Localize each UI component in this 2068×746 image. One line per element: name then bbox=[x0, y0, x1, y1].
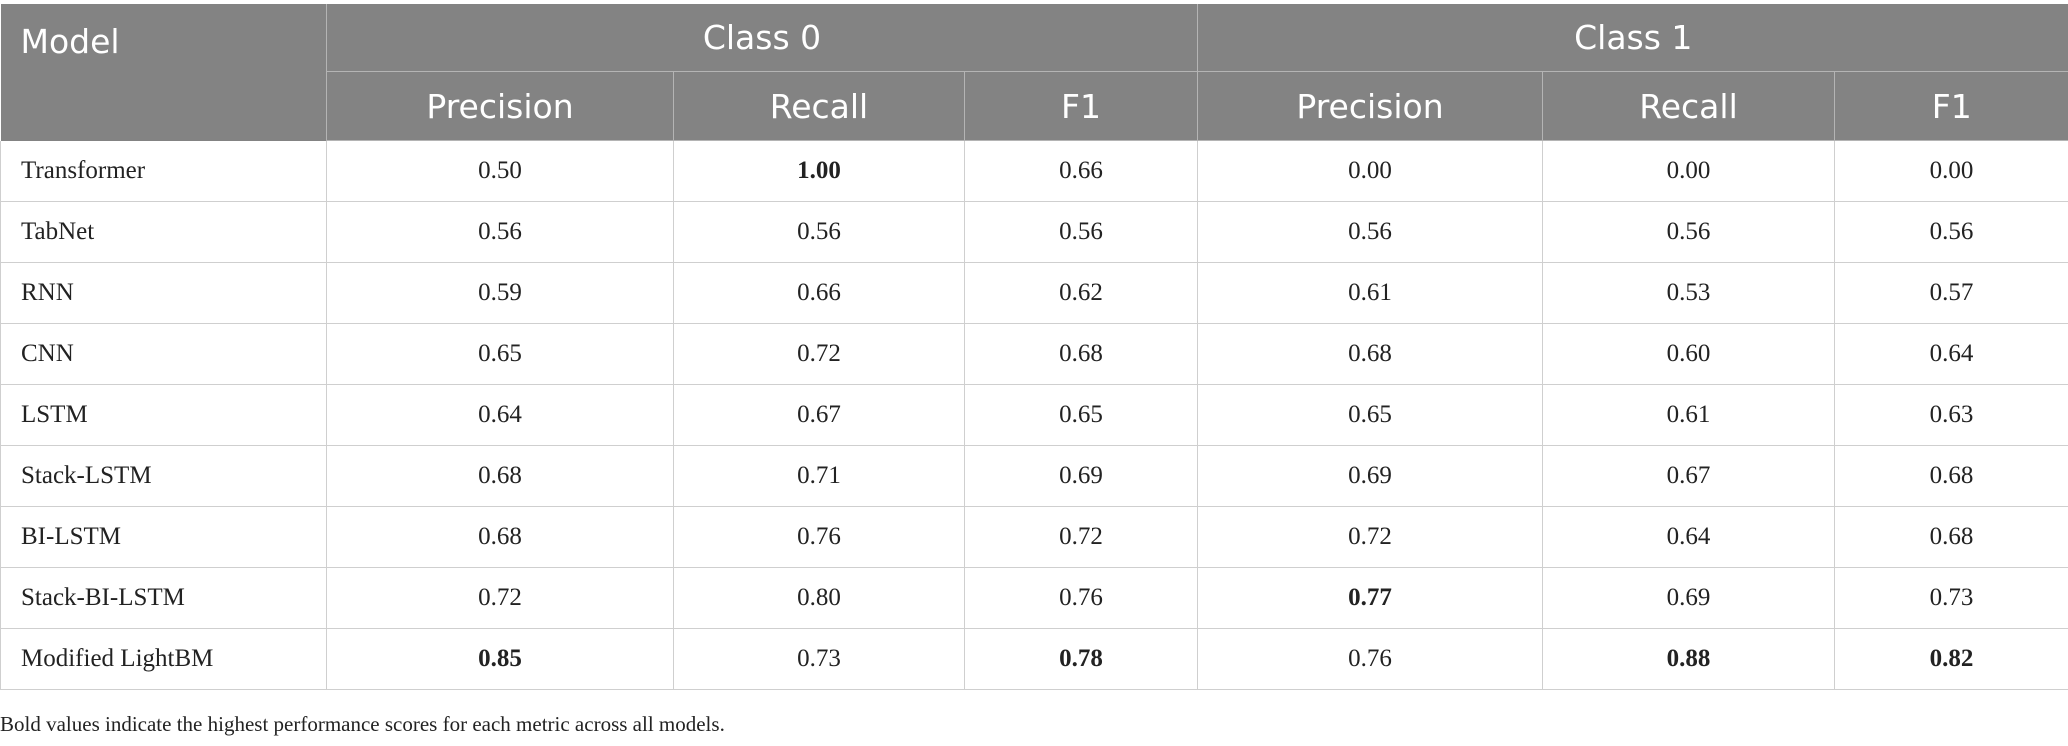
class-1-f1-cell: 0.63 bbox=[1834, 384, 2068, 446]
class-0-precision-cell: 0.68 bbox=[326, 506, 674, 568]
class-0-f1-cell: 0.62 bbox=[964, 262, 1199, 324]
class-0-recall-cell: 0.71 bbox=[673, 445, 965, 507]
class-1-f1-cell: 0.57 bbox=[1834, 262, 2068, 324]
table-row: CNN 0.65 0.72 0.68 0.68 0.60 0.64 bbox=[0, 323, 2068, 385]
class-1-f1-cell: 0.68 bbox=[1834, 445, 2068, 507]
class-0-precision-header: Precision bbox=[326, 71, 674, 141]
class-0-precision-cell: 0.56 bbox=[326, 201, 674, 263]
class-1-precision-cell: 0.72 bbox=[1197, 506, 1544, 568]
model-name-cell: TabNet bbox=[0, 201, 327, 263]
class-0-precision-cell: 0.72 bbox=[326, 567, 674, 629]
class-1-recall-cell: 0.56 bbox=[1542, 201, 1836, 263]
class-0-recall-cell: 0.73 bbox=[673, 628, 965, 690]
model-name-cell: Modified LightBM bbox=[0, 628, 327, 690]
class-0-recall-cell: 0.56 bbox=[673, 201, 965, 263]
model-name-cell: LSTM bbox=[0, 384, 327, 446]
class-0-f1-cell: 0.56 bbox=[964, 201, 1199, 263]
table-row: LSTM 0.64 0.67 0.65 0.65 0.61 0.63 bbox=[0, 384, 2068, 446]
class-0-precision-cell: 0.59 bbox=[326, 262, 674, 324]
class-0-recall-cell: 0.66 bbox=[673, 262, 965, 324]
class-1-precision-cell: 0.68 bbox=[1197, 323, 1544, 385]
class-0-f1-cell: 0.76 bbox=[964, 567, 1199, 629]
class-0-recall-cell: 0.67 bbox=[673, 384, 965, 446]
class-1-precision-cell: 0.76 bbox=[1197, 628, 1544, 690]
class-1-recall-cell: 0.67 bbox=[1542, 445, 1836, 507]
class-1-recall-cell: 0.61 bbox=[1542, 384, 1836, 446]
class-1-f1-cell: 0.64 bbox=[1834, 323, 2068, 385]
class-0-f1-cell: 0.68 bbox=[964, 323, 1199, 385]
table-row: Stack-BI-LSTM 0.72 0.80 0.76 0.77 0.69 0.73 bbox=[0, 567, 2068, 629]
class-0-recall-cell: 0.76 bbox=[673, 506, 965, 568]
class-0-precision-cell: 0.64 bbox=[326, 384, 674, 446]
class-0-f1-cell: 0.78 bbox=[964, 628, 1199, 690]
table-row: Modified LightBM 0.85 0.73 0.78 0.76 0.88 0.82 bbox=[0, 628, 2068, 690]
class-1-precision-cell: 0.69 bbox=[1197, 445, 1544, 507]
model-column-header: Model bbox=[0, 4, 327, 141]
class-1-f1-cell: 0.00 bbox=[1834, 140, 2068, 202]
model-name-cell: CNN bbox=[0, 323, 327, 385]
class-1-precision-cell: 0.56 bbox=[1197, 201, 1544, 263]
model-name-cell: Stack-BI-LSTM bbox=[0, 567, 327, 629]
class-0-precision-cell: 0.65 bbox=[326, 323, 674, 385]
class-1-recall-cell: 0.60 bbox=[1542, 323, 1836, 385]
class-0-precision-cell: 0.68 bbox=[326, 445, 674, 507]
table-footnote: Bold values indicate the highest perform… bbox=[0, 712, 725, 736]
table-row: BI-LSTM 0.68 0.76 0.72 0.72 0.64 0.68 bbox=[0, 506, 2068, 568]
table-header: Model Class 0 Class 1 Precision Recall F… bbox=[0, 4, 2068, 141]
class-1-recall-cell: 0.88 bbox=[1542, 628, 1836, 690]
class-1-recall-cell: 0.64 bbox=[1542, 506, 1836, 568]
model-name-cell: BI-LSTM bbox=[0, 506, 327, 568]
table-row: TabNet 0.56 0.56 0.56 0.56 0.56 0.56 bbox=[0, 201, 2068, 263]
class-0-recall-cell: 0.72 bbox=[673, 323, 965, 385]
class-1-recall-header: Recall bbox=[1542, 71, 1836, 141]
table-row: Stack-LSTM 0.68 0.71 0.69 0.69 0.67 0.68 bbox=[0, 445, 2068, 507]
class-0-precision-cell: 0.50 bbox=[326, 140, 674, 202]
class-1-precision-cell: 0.00 bbox=[1197, 140, 1544, 202]
class-0-precision-cell: 0.85 bbox=[326, 628, 674, 690]
class-0-f1-cell: 0.66 bbox=[964, 140, 1199, 202]
class-1-f1-cell: 0.73 bbox=[1834, 567, 2068, 629]
class-0-f1-cell: 0.72 bbox=[964, 506, 1199, 568]
class-0-group-header: Class 0 bbox=[326, 4, 1199, 72]
class-1-recall-cell: 0.00 bbox=[1542, 140, 1836, 202]
class-0-f1-header: F1 bbox=[964, 71, 1199, 141]
table-body: Transformer 0.50 1.00 0.66 0.00 0.00 0.00 TabNe… bbox=[0, 140, 2068, 690]
results-table-container: Model Class 0 Class 1 Precision Recall F… bbox=[0, 4, 2068, 690]
class-0-recall-header: Recall bbox=[673, 71, 965, 141]
table-row: RNN 0.59 0.66 0.62 0.61 0.53 0.57 bbox=[0, 262, 2068, 324]
class-1-f1-cell: 0.82 bbox=[1834, 628, 2068, 690]
class-0-recall-cell: 1.00 bbox=[673, 140, 965, 202]
class-0-f1-cell: 0.65 bbox=[964, 384, 1199, 446]
class-1-recall-cell: 0.53 bbox=[1542, 262, 1836, 324]
model-name-cell: Transformer bbox=[0, 140, 327, 202]
class-1-precision-cell: 0.77 bbox=[1197, 567, 1544, 629]
class-1-f1-cell: 0.68 bbox=[1834, 506, 2068, 568]
results-table: Model Class 0 Class 1 Precision Recall F… bbox=[0, 4, 2068, 690]
class-1-recall-cell: 0.69 bbox=[1542, 567, 1836, 629]
class-1-group-header: Class 1 bbox=[1197, 4, 2068, 72]
model-name-cell: RNN bbox=[0, 262, 327, 324]
table-row: Transformer 0.50 1.00 0.66 0.00 0.00 0.00 bbox=[0, 140, 2068, 202]
class-0-recall-cell: 0.80 bbox=[673, 567, 965, 629]
model-name-cell: Stack-LSTM bbox=[0, 445, 327, 507]
class-1-f1-header: F1 bbox=[1834, 71, 2068, 141]
class-0-f1-cell: 0.69 bbox=[964, 445, 1199, 507]
class-1-precision-header: Precision bbox=[1197, 71, 1544, 141]
class-1-f1-cell: 0.56 bbox=[1834, 201, 2068, 263]
class-1-precision-cell: 0.61 bbox=[1197, 262, 1544, 324]
class-1-precision-cell: 0.65 bbox=[1197, 384, 1544, 446]
